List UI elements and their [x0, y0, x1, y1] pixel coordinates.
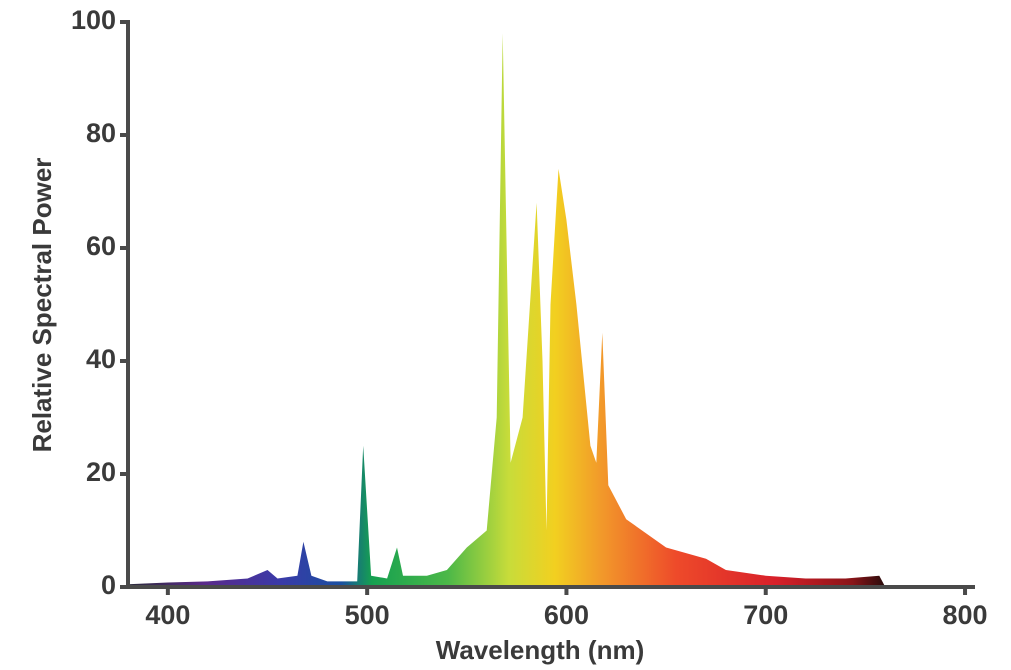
x-tick-label: 800: [943, 600, 988, 630]
x-axis-title: Wavelength (nm): [436, 635, 644, 665]
y-tick-label: 80: [86, 118, 116, 148]
y-tick-label: 0: [101, 570, 116, 600]
x-tick-label: 600: [544, 600, 589, 630]
y-tick-label: 20: [86, 457, 116, 487]
y-tick-label: 100: [71, 5, 116, 35]
y-tick-label: 60: [86, 231, 116, 261]
x-tick-label: 400: [145, 600, 190, 630]
x-tick-label: 700: [743, 600, 788, 630]
x-tick-label: 500: [345, 600, 390, 630]
y-tick-label: 40: [86, 344, 116, 374]
y-axis-title: Relative Spectral Power: [27, 158, 57, 453]
spectrum-area: [128, 33, 886, 588]
